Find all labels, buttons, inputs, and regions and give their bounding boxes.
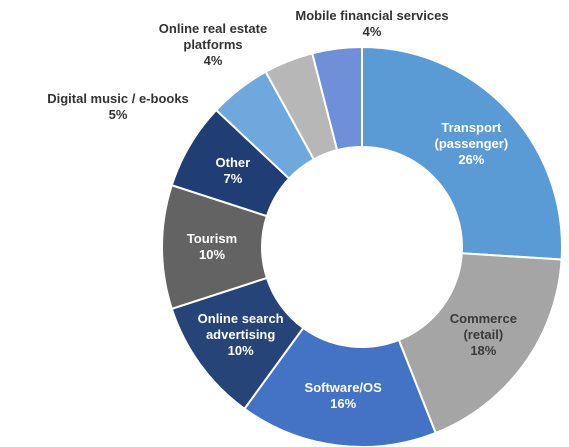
- value-label: 18%: [470, 343, 497, 359]
- slice-label: Commerce (retail) 18%: [436, 311, 531, 359]
- donut-slice: [361, 45, 563, 261]
- value-label: 4%: [362, 24, 382, 39]
- category-label: Other: [215, 154, 251, 170]
- slice-label: Other 7%: [185, 155, 280, 187]
- slice-label: Transport (passenger) 26%: [424, 120, 519, 168]
- category-label: Tourism: [186, 231, 238, 246]
- value-label: 16%: [330, 395, 357, 411]
- donut-slice: [397, 252, 563, 435]
- category-label: Digital music / e-books: [47, 91, 189, 106]
- value-label: 4%: [203, 53, 223, 68]
- slice-label: Software/OS 16%: [296, 380, 391, 412]
- category-label: Mobile financial services: [295, 8, 449, 23]
- value-label: 26%: [458, 152, 485, 168]
- slice-label: Online search advertising 10%: [193, 311, 288, 359]
- donut-slice: [243, 326, 437, 447]
- slice-label: Online real estate platforms 4%: [146, 21, 281, 69]
- slice-label: Mobile financial services 4%: [257, 8, 487, 40]
- donut-slice: [311, 45, 363, 152]
- category-label: Commerce (retail): [449, 311, 517, 343]
- slice-label: Digital music / e-books 5%: [13, 91, 223, 123]
- category-label: Transport (passenger): [434, 120, 509, 152]
- category-label: Software/OS: [304, 379, 382, 395]
- value-label: 7%: [223, 170, 243, 186]
- value-label: 5%: [108, 107, 128, 122]
- slice-label: Tourism 10%: [165, 231, 260, 263]
- value-label: 10%: [198, 247, 226, 262]
- category-label: Online search advertising: [197, 311, 284, 343]
- value-label: 10%: [227, 343, 254, 359]
- category-label: Online real estate platforms: [158, 21, 268, 52]
